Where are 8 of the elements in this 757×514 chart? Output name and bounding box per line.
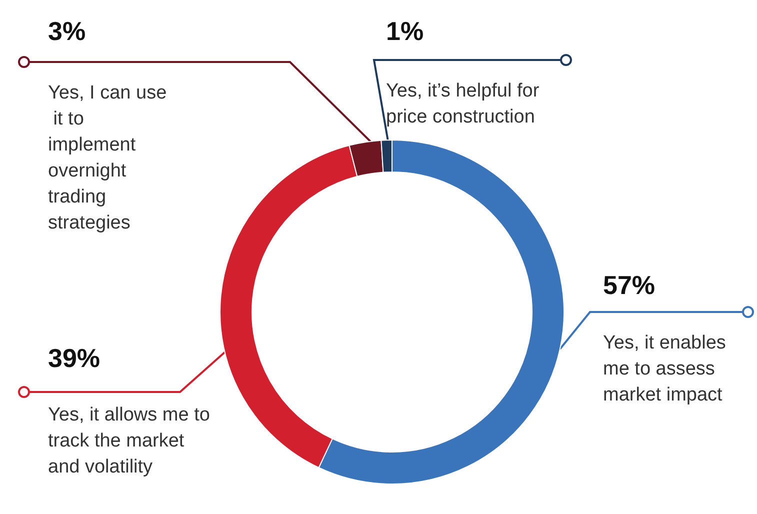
data-label: 57% (603, 270, 656, 300)
data-label: 39% (48, 343, 100, 373)
slice-label: Yes, it allows me to track the market and volatility (48, 404, 216, 478)
slice-label: Yes, I can use it to implement overnight trading strategies (48, 82, 167, 234)
data-label: 1% (386, 16, 424, 46)
slice-label: Yes, it’s helpful for price construction (386, 80, 544, 128)
slice-label: Yes, it enables me to assess market impact (603, 332, 732, 406)
data-label: 3% (48, 16, 86, 46)
